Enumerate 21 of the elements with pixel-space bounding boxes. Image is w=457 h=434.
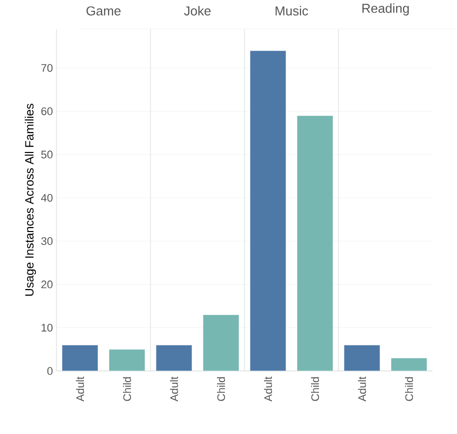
x-tick-label: Adult — [170, 376, 178, 402]
y-tick-label: 60 — [41, 107, 53, 116]
y-tick-label: 20 — [41, 280, 53, 288]
x-tick-label: Child — [122, 377, 132, 401]
chart-title: Reading — [362, 3, 409, 16]
x-tick-label: Adult — [76, 376, 84, 402]
x-tick-label: Child — [404, 377, 414, 401]
chart-title: Game — [86, 6, 121, 16]
y-tick-label: 0 — [47, 367, 53, 375]
y-tick-label: 30 — [41, 237, 53, 245]
y-tick-label: 40 — [41, 194, 53, 202]
x-tick-label: Child — [216, 377, 226, 401]
y-tick-label: 10 — [42, 324, 53, 332]
chart-title: Music — [276, 6, 308, 16]
y-tick-label: 50 — [41, 150, 53, 158]
y-tick-label: 70 — [41, 64, 53, 72]
x-tick-label: Adult — [358, 376, 366, 402]
chart-title: Joke — [184, 6, 211, 16]
y-axis-title: Usage Instances Across All Families — [24, 104, 36, 296]
x-tick-label: Adult — [264, 376, 272, 402]
x-tick-label: Child — [310, 377, 320, 401]
